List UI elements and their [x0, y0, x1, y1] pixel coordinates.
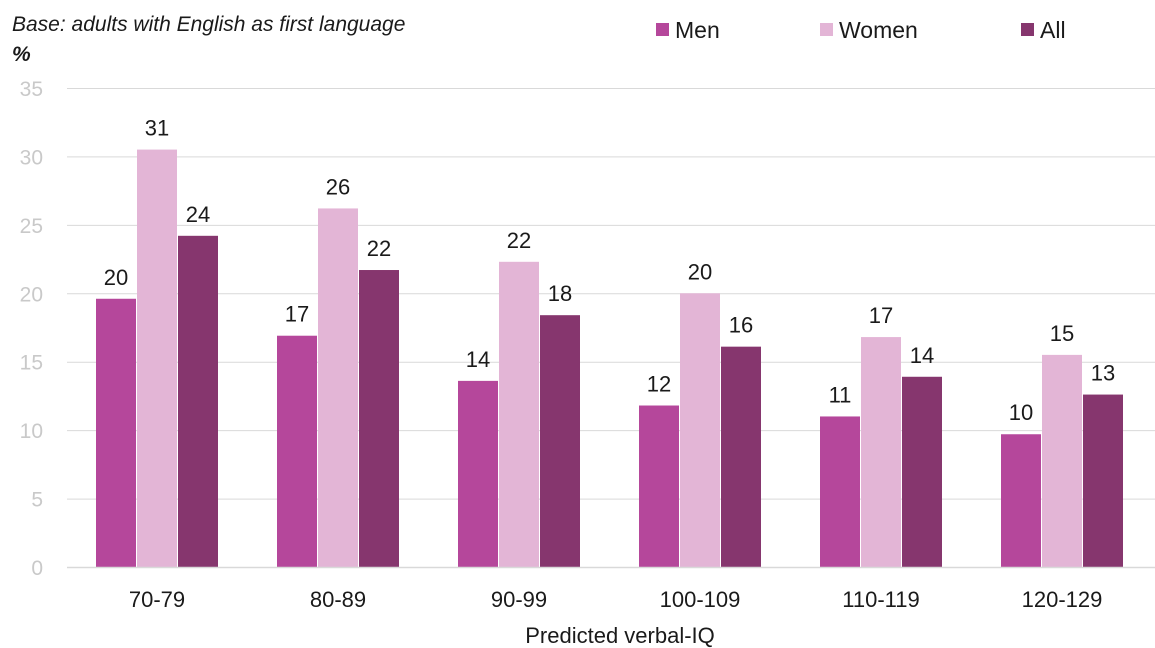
data-label: 10: [1009, 400, 1033, 425]
bars: [96, 149, 1123, 568]
bar-women: [499, 261, 539, 567]
x-axis-categories: 70-79 80-89 90-99 100-109 110-119 120-129: [129, 587, 1103, 612]
bar-men: [820, 416, 860, 567]
data-label: 22: [507, 228, 531, 253]
y-tick-label: 30: [20, 146, 43, 169]
y-tick-label: 0: [31, 557, 43, 580]
bar-men: [1001, 434, 1041, 567]
bar-all: [540, 315, 580, 567]
gridlines: [67, 88, 1155, 500]
bar-all: [721, 346, 761, 567]
base-note: Base: adults with English as first langu…: [12, 13, 405, 36]
data-label: 13: [1091, 361, 1115, 386]
category-label: 80-89: [310, 587, 366, 612]
bar-men: [458, 380, 498, 567]
data-label: 14: [910, 343, 934, 368]
data-label: 31: [145, 116, 169, 141]
bar-women: [318, 208, 358, 568]
data-label: 15: [1050, 321, 1074, 346]
data-label: 16: [729, 313, 753, 338]
bar-women: [861, 337, 901, 567]
bar-men: [96, 298, 136, 567]
legend-swatch-men: [656, 23, 669, 36]
y-tick-label: 35: [20, 78, 43, 101]
data-label: 20: [688, 259, 712, 284]
unit-label: %: [12, 43, 31, 66]
category-label: 120-129: [1022, 587, 1103, 612]
legend-label-all: All: [1040, 17, 1066, 43]
bar-men: [639, 405, 679, 567]
data-label: 17: [869, 303, 893, 328]
data-label: 22: [367, 236, 391, 261]
data-label: 20: [104, 265, 128, 290]
bar-women: [137, 149, 177, 568]
x-axis-title: Predicted verbal-IQ: [525, 623, 715, 648]
y-tick-label: 10: [20, 420, 43, 443]
bar-all: [178, 235, 218, 567]
category-label: 70-79: [129, 587, 185, 612]
category-label: 110-119: [842, 587, 919, 612]
category-label: 90-99: [491, 587, 547, 612]
bar-all: [359, 270, 399, 567]
y-tick-label: 25: [20, 215, 43, 238]
category-label: 100-109: [660, 587, 741, 612]
y-tick-label: 5: [31, 489, 43, 512]
data-label: 24: [186, 202, 210, 227]
data-label: 14: [466, 347, 490, 372]
data-label: 12: [647, 372, 671, 397]
data-label: 18: [548, 281, 572, 306]
y-tick-label: 20: [20, 283, 43, 306]
data-label: 17: [285, 302, 309, 327]
y-axis-ticks: 0 5 10 15 20 25 30 35: [20, 78, 43, 580]
bar-women: [1042, 354, 1082, 567]
bar-all: [902, 376, 942, 567]
data-labels: 20 31 24 17 26 22 14 22 18 12 20 16 11 17 14 10 15 13: [104, 116, 1115, 426]
legend-label-men: Men: [675, 17, 720, 43]
data-label: 11: [829, 382, 852, 407]
legend: Men Women All: [656, 17, 1066, 43]
y-tick-label: 15: [20, 352, 43, 375]
legend-swatch-women: [820, 23, 833, 36]
legend-label-women: Women: [839, 17, 918, 43]
legend-swatch-all: [1021, 23, 1034, 36]
data-label: 26: [326, 174, 350, 199]
bar-men: [277, 335, 317, 567]
bar-all: [1083, 394, 1123, 567]
bar-women: [680, 293, 720, 567]
